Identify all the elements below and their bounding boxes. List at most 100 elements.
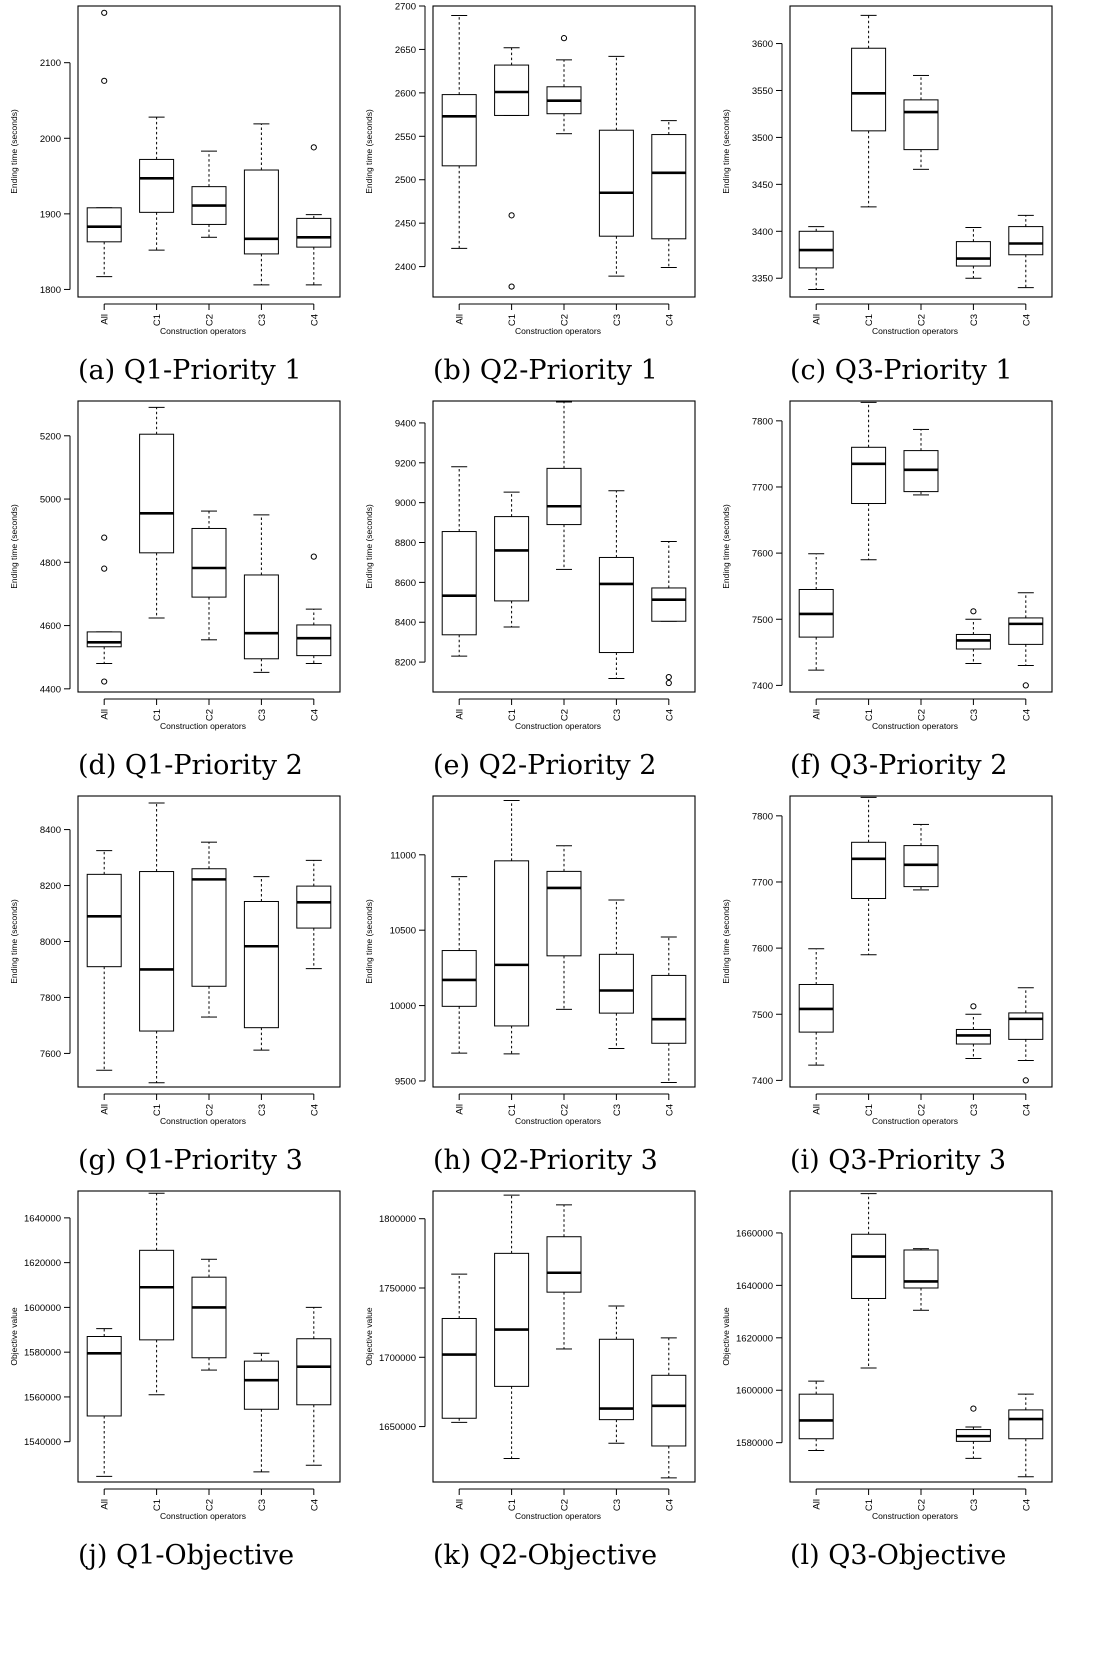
plot-frame <box>432 400 696 693</box>
x-tick-label: C4 <box>664 1499 675 1511</box>
y-axis-label: Ending time (seconds) <box>364 504 374 589</box>
box-C2 <box>903 1248 939 1311</box>
x-tick-label: C4 <box>1021 1104 1032 1116</box>
box-C2 <box>546 845 582 1010</box>
y-tick-label: 2600 <box>395 88 416 99</box>
x-tick-label: C3 <box>969 1104 980 1116</box>
caption-b: (b) Q2-Priority 1 <box>433 355 658 386</box>
iqr-box <box>598 953 634 1014</box>
box-All <box>798 1380 834 1452</box>
x-tick-label: C2 <box>560 709 571 721</box>
box-C4 <box>1008 214 1044 289</box>
iqr-box <box>955 633 991 650</box>
y-tick-label: 4400 <box>40 684 61 695</box>
caption-f: (f) Q3-Priority 2 <box>790 750 1008 781</box>
x-tick-label: C2 <box>917 709 928 721</box>
iqr-box <box>851 1233 887 1299</box>
x-tick-label: C3 <box>612 1499 623 1511</box>
y-tick-label: 1580000 <box>736 1438 773 1449</box>
y-tick-label: 3500 <box>752 133 773 144</box>
y-tick-label: 2500 <box>395 175 416 186</box>
y-tick-label: 1620000 <box>24 1258 61 1269</box>
iqr-box <box>243 900 279 1029</box>
y-tick-label: 7400 <box>752 1076 773 1087</box>
y-axis-label: Objective value <box>721 1307 731 1365</box>
plot-frame <box>432 1190 696 1483</box>
x-tick-label: C1 <box>152 1104 163 1116</box>
y-tick-label: 11000 <box>390 850 416 861</box>
y-axis-label: Ending time (seconds) <box>9 504 19 589</box>
y-tick-label: 3400 <box>752 227 773 238</box>
y-tick-label: 3600 <box>752 39 773 50</box>
x-tick-label: C2 <box>560 1104 571 1116</box>
iqr-box <box>243 574 279 660</box>
iqr-box <box>546 1236 582 1293</box>
caption-e: (e) Q2-Priority 2 <box>433 750 657 781</box>
y-tick-label: 7700 <box>752 482 773 493</box>
chart-panel-i: 7400 7500 7600 7700 7800 Ending time (seconds… <box>721 795 1053 1126</box>
iqr-box <box>191 868 227 987</box>
y-tick-label: 7400 <box>752 681 773 692</box>
chart-panel-e: 8200 8400 8600 8800 9000 9200 9400 Ending time … <box>364 400 696 731</box>
box-C3 <box>243 123 279 286</box>
y-tick-label: 5200 <box>40 431 61 442</box>
chart-panel-c: 3350 3400 3450 3500 3550 3600 Ending time (sec… <box>721 5 1053 336</box>
iqr-box <box>955 241 991 267</box>
y-tick-label: 7700 <box>752 877 773 888</box>
box-C3 <box>243 514 279 673</box>
chart-panel-f: 7400 7500 7600 7700 7800 Ending time (seconds… <box>721 400 1053 731</box>
box-C3 <box>955 1405 991 1459</box>
y-tick-label: 1650000 <box>379 1422 416 1433</box>
y-tick-label: 8400 <box>395 618 416 629</box>
y-tick-label: 7600 <box>40 1049 61 1060</box>
x-tick-label: C2 <box>205 314 216 326</box>
x-axis-label: Construction operators <box>515 1116 601 1126</box>
iqr-box <box>798 1393 834 1440</box>
iqr-box <box>1008 1409 1044 1440</box>
x-tick-label: C1 <box>507 709 518 721</box>
y-tick-label: 1580000 <box>24 1348 61 1359</box>
x-axis-label: Construction operators <box>872 721 958 731</box>
outlier-point <box>101 678 108 685</box>
y-tick-label: 1660000 <box>736 1228 773 1239</box>
outlier-point <box>665 673 672 681</box>
box-C4 <box>1008 1393 1044 1478</box>
y-tick-label: 7800 <box>752 416 773 427</box>
box-C2 <box>546 1204 582 1350</box>
iqr-box <box>851 446 887 505</box>
x-tick-label: C4 <box>1021 314 1032 326</box>
y-tick-label: 1750000 <box>379 1284 416 1295</box>
box-C4 <box>296 144 332 286</box>
y-tick-label: 7800 <box>752 811 773 822</box>
iqr-box <box>441 94 477 167</box>
x-tick-label: All <box>455 709 466 720</box>
chart-panel-l: 1580000 1600000 1620000 1640000 1660000 Objec… <box>721 1190 1053 1521</box>
iqr-box <box>139 1249 175 1341</box>
x-tick-label: All <box>812 1499 823 1510</box>
y-tick-label: 7500 <box>752 1010 773 1021</box>
box-C1 <box>851 14 887 208</box>
y-axis-label: Ending time (seconds) <box>9 899 19 984</box>
y-axis-label: Ending time (seconds) <box>721 899 731 984</box>
y-tick-label: 8400 <box>40 825 61 836</box>
iqr-box <box>651 974 687 1044</box>
box-C2 <box>191 510 227 641</box>
x-tick-label: C4 <box>309 1104 320 1116</box>
box-C3 <box>598 1305 634 1444</box>
outlier-point <box>310 144 317 151</box>
y-tick-label: 9400 <box>395 418 416 429</box>
y-tick-label: 7600 <box>752 549 773 560</box>
x-tick-label: C1 <box>507 1104 518 1116</box>
box-C3 <box>243 876 279 1051</box>
outlier-point <box>101 565 108 572</box>
box-C1 <box>494 1194 530 1459</box>
plot-frame <box>77 1190 341 1483</box>
x-axis-label: Construction operators <box>515 326 601 336</box>
y-tick-label: 1640000 <box>24 1213 61 1224</box>
y-tick-label: 10500 <box>390 926 416 937</box>
box-All <box>798 948 834 1066</box>
x-tick-label: C2 <box>205 709 216 721</box>
caption-k: (k) Q2-Objective <box>433 1540 658 1571</box>
y-tick-label: 2100 <box>40 58 61 69</box>
box-C2 <box>903 74 939 170</box>
